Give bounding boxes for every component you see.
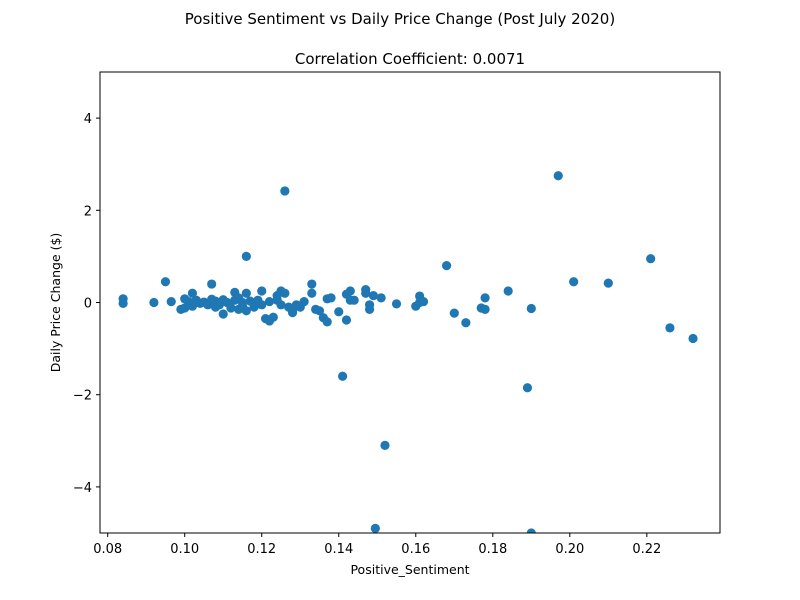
- data-point: [391, 299, 402, 309]
- data-point: [526, 528, 536, 533]
- data-point: [166, 296, 176, 307]
- data-point: [418, 296, 429, 307]
- data-point: [322, 317, 332, 327]
- data-point: [226, 303, 236, 313]
- y-tick-label: 2: [84, 204, 92, 219]
- data-point: [461, 318, 471, 328]
- data-point: [334, 307, 344, 317]
- data-point: [257, 300, 267, 310]
- x-axis-label: Positive_Sentiment: [350, 562, 469, 577]
- data-point: [688, 333, 698, 344]
- x-tick-label: 0.20: [555, 542, 584, 557]
- x-tick-label: 0.22: [632, 542, 661, 557]
- data-point: [364, 300, 375, 310]
- data-point: [264, 296, 275, 307]
- x-tick-label: 0.18: [478, 542, 507, 557]
- x-tick-label: 0.10: [170, 542, 199, 557]
- data-point: [276, 300, 286, 310]
- data-points: [118, 171, 698, 533]
- data-point: [553, 171, 563, 181]
- x-tick-label: 0.16: [401, 542, 430, 557]
- data-point: [314, 306, 325, 316]
- data-point: [287, 308, 298, 318]
- data-point: [207, 279, 217, 289]
- x-tick-label: 0.12: [247, 542, 276, 557]
- data-point: [449, 308, 459, 318]
- data-point: [338, 371, 348, 381]
- data-point: [345, 286, 355, 296]
- data-point: [361, 288, 371, 298]
- data-point: [280, 288, 290, 298]
- x-tick-label: 0.14: [324, 542, 353, 557]
- data-point: [380, 440, 390, 451]
- data-point: [257, 286, 267, 296]
- y-tick-label: 0: [84, 297, 92, 312]
- data-point: [522, 383, 533, 393]
- data-point: [665, 323, 675, 333]
- data-point: [280, 186, 290, 196]
- data-point: [370, 523, 380, 533]
- x-tick-label: 0.08: [93, 542, 122, 557]
- data-point: [326, 293, 336, 303]
- data-point: [307, 279, 317, 289]
- y-axis-ticks: −4 −2 0 2 4: [73, 112, 100, 496]
- data-point: [307, 288, 317, 298]
- data-point: [160, 277, 171, 287]
- data-point: [249, 302, 259, 312]
- x-axis-ticks: 0.08 0.10 0.12 0.14 0.16 0.18 0.20 0.22: [93, 533, 661, 557]
- y-tick-label: −2: [73, 389, 92, 404]
- data-point: [368, 290, 379, 301]
- data-point: [646, 254, 656, 264]
- data-point: [441, 261, 452, 271]
- data-point: [241, 288, 251, 298]
- data-point: [187, 288, 198, 298]
- data-point: [241, 251, 251, 261]
- chart-suptitle: Positive Sentiment vs Daily Price Change…: [185, 10, 615, 28]
- data-point: [480, 293, 490, 303]
- data-point: [149, 297, 159, 308]
- y-axis-label: Daily Price Change ($): [48, 233, 63, 373]
- data-point: [526, 303, 536, 314]
- data-point: [268, 312, 278, 322]
- data-point: [299, 296, 309, 307]
- data-point: [503, 286, 513, 296]
- data-point: [218, 309, 228, 319]
- y-tick-label: −4: [73, 481, 92, 496]
- chart-title: Correlation Coefficient: 0.0071: [295, 50, 525, 68]
- data-point: [569, 277, 579, 287]
- y-tick-label: 4: [84, 112, 92, 127]
- data-point: [376, 293, 386, 303]
- data-point: [603, 278, 613, 288]
- data-point: [241, 306, 251, 316]
- data-point: [118, 298, 128, 309]
- data-point: [480, 304, 490, 315]
- data-point: [349, 295, 359, 305]
- data-point: [341, 315, 352, 325]
